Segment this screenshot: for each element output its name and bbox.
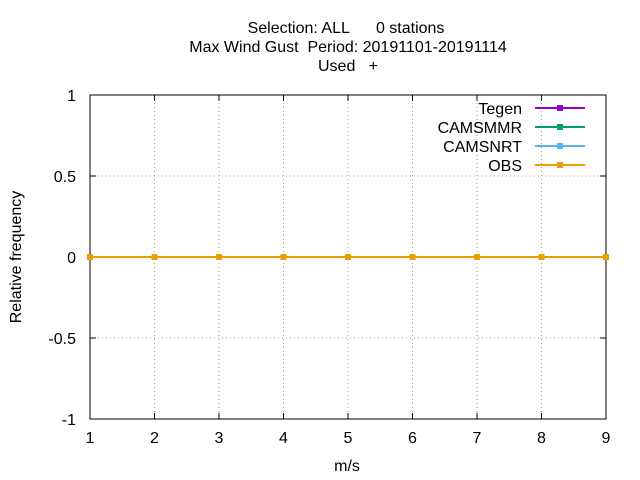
data-point-obs — [538, 254, 545, 260]
data-point-obs — [280, 254, 287, 260]
x-tick-label: 8 — [537, 430, 546, 447]
x-tick-label: 2 — [150, 430, 159, 447]
x-tick-label: 7 — [473, 430, 482, 447]
x-tick-label: 1 — [86, 430, 95, 447]
x-tick-label: 9 — [602, 430, 611, 447]
y-tick-label: 1 — [67, 88, 76, 105]
data-point-obs — [151, 254, 158, 260]
title-line-3: Used + — [318, 58, 378, 75]
legend-marker-camsmmr — [557, 124, 563, 130]
data-point-obs — [409, 254, 416, 260]
ticks: 1 2 3 4 5 6 7 8 9 1 0.5 0 -0.5 -1 — [48, 88, 610, 447]
legend-label-camsnrt: CAMSNRT — [443, 139, 522, 156]
x-axis-label: m/s — [334, 458, 360, 475]
legend-marker-obs — [557, 162, 563, 168]
title-line-2: Max Wind Gust Period: 20191101-20191114 — [189, 39, 507, 56]
legend: Tegen CAMSMMR CAMSNRT OBS — [438, 101, 585, 175]
y-tick-label: 0 — [67, 250, 76, 267]
x-tick-label: 4 — [279, 430, 288, 447]
x-tick-label: 6 — [408, 430, 417, 447]
chart-title: Selection: ALL 0 stations Max Wind Gust … — [189, 20, 507, 75]
data-point-obs — [216, 254, 222, 260]
y-tick-label: -1 — [62, 412, 76, 429]
x-tick-label: 5 — [344, 430, 353, 447]
legend-label-camsmmr: CAMSMMR — [438, 120, 522, 137]
legend-marker-camsnrt — [557, 143, 563, 149]
data-point-obs — [474, 254, 480, 260]
y-tick-label: 0.5 — [54, 169, 76, 186]
series — [87, 254, 609, 260]
x-tick-label: 3 — [215, 430, 224, 447]
y-tick-label: -0.5 — [48, 331, 76, 348]
y-axis-label: Relative frequency — [8, 191, 25, 324]
legend-label-tegen: Tegen — [478, 101, 522, 118]
data-point-obs — [345, 254, 351, 260]
legend-marker-tegen — [557, 105, 563, 111]
legend-label-obs: OBS — [488, 158, 522, 175]
title-line-1: Selection: ALL 0 stations — [248, 20, 445, 37]
data-point-obs — [603, 254, 609, 260]
data-point-obs — [87, 254, 93, 260]
